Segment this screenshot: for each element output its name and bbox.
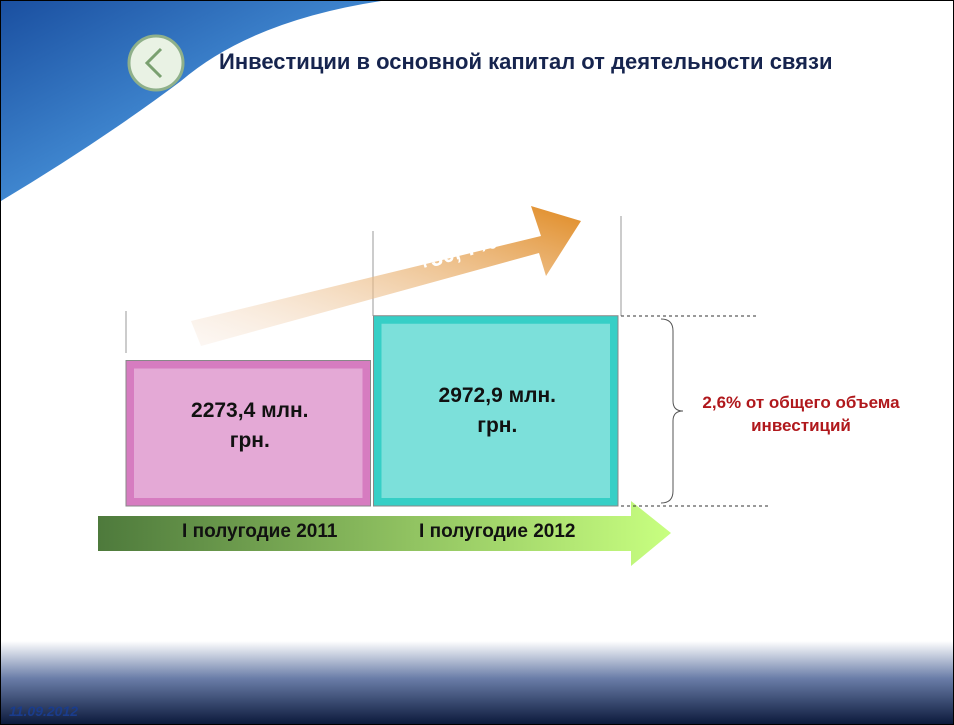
title: Инвестиции в основной капитал от деятель… xyxy=(219,45,899,78)
chart: Национальная комиссия,осуществляющая гос… xyxy=(1,1,953,724)
note: 2,6% от общего объема инвестиций xyxy=(701,391,901,437)
x-tick-label: I полугодие 2011 xyxy=(140,521,380,543)
footer-band xyxy=(1,641,953,724)
value-label: 2273,4 млн. грн. xyxy=(175,396,325,456)
decoration xyxy=(1,1,381,201)
x-tick-label: I полугодие 2012 xyxy=(377,521,617,543)
slide: Национальная комиссия,осуществляющая гос… xyxy=(0,0,954,725)
back-button[interactable] xyxy=(129,36,183,90)
date: 11.09.2012 xyxy=(9,703,78,719)
value-label: 2972,9 млн. грн. xyxy=(422,381,572,441)
brace xyxy=(661,319,683,503)
